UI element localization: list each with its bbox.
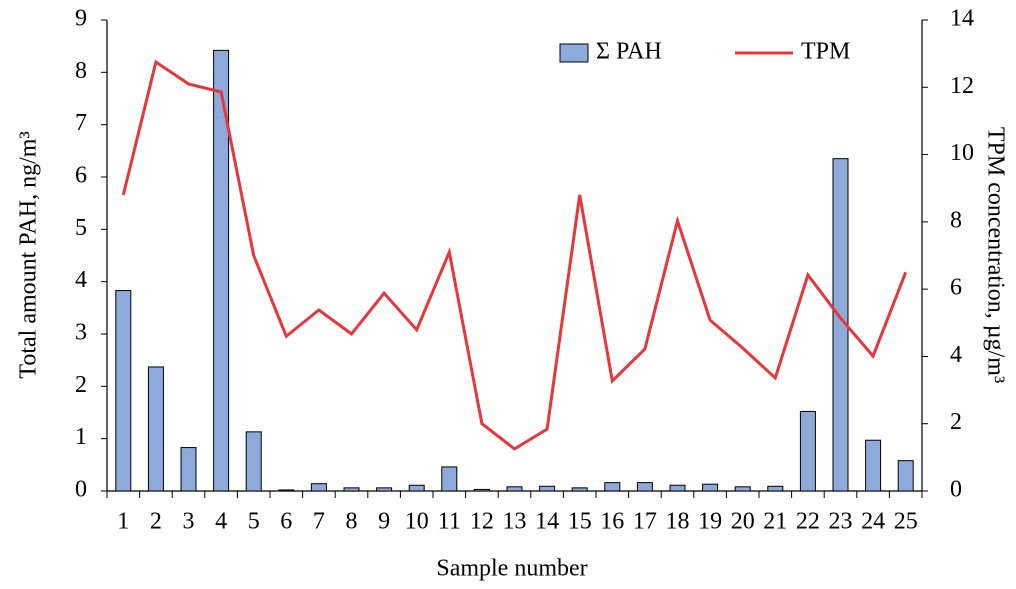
y-axis-title: Total amount PAH, ng/m³ xyxy=(16,131,42,378)
bar xyxy=(343,487,360,492)
bar xyxy=(865,439,882,492)
bar xyxy=(571,487,588,492)
y-tick-label: 3 xyxy=(75,320,87,346)
legend-label: Σ PAH xyxy=(596,39,662,65)
y-tick-label: 9 xyxy=(75,6,87,32)
y-tick-label: 0 xyxy=(75,477,87,503)
x-tick-label: 1 xyxy=(117,509,129,535)
x-tick-label: 10 xyxy=(405,509,429,535)
y2-tick-label: 14 xyxy=(950,6,974,32)
x-tick-label: 3 xyxy=(183,509,195,535)
x-tick-label: 20 xyxy=(731,509,755,535)
x-tick-label: 13 xyxy=(503,509,527,535)
bar xyxy=(604,482,621,492)
bar xyxy=(636,482,653,492)
bar xyxy=(408,484,425,492)
bar xyxy=(506,486,523,492)
x-tick-label: 15 xyxy=(568,509,592,535)
x-tick-label: 5 xyxy=(248,509,260,535)
bar xyxy=(376,487,393,492)
bar xyxy=(441,466,458,492)
x-tick-label: 8 xyxy=(346,509,358,535)
bar xyxy=(734,486,751,492)
y-tick-label: 6 xyxy=(75,163,87,189)
x-tick-label: 7 xyxy=(313,509,325,535)
legend-label: TPM xyxy=(801,39,850,65)
x-tick-label: 22 xyxy=(796,509,820,535)
bar xyxy=(278,489,295,492)
x-tick-label: 4 xyxy=(215,509,227,535)
x-tick-label: 12 xyxy=(470,509,494,535)
x-tick-label: 21 xyxy=(763,509,787,535)
y-tick-label: 5 xyxy=(75,215,87,241)
x-tick-label: 9 xyxy=(378,509,390,535)
x-tick-label: 11 xyxy=(438,509,461,535)
y2-axis-title: TPM concentration, µg/m³ xyxy=(982,127,1008,383)
x-axis-title: Sample number xyxy=(436,556,587,582)
bar xyxy=(115,290,132,492)
x-tick-label: 16 xyxy=(600,509,624,535)
bar xyxy=(245,431,262,492)
x-tick-label: 14 xyxy=(535,509,559,535)
x-tick-label: 19 xyxy=(698,509,722,535)
bar xyxy=(147,366,164,492)
y2-tick-label: 2 xyxy=(950,409,962,435)
y-tick-label: 1 xyxy=(75,424,87,450)
bar xyxy=(310,483,327,492)
bar xyxy=(669,484,686,492)
bar xyxy=(180,447,197,492)
bar xyxy=(473,488,490,492)
y2-tick-label: 4 xyxy=(950,342,962,368)
y-tick-label: 4 xyxy=(75,267,87,293)
bar xyxy=(767,485,784,492)
x-tick-label: 23 xyxy=(829,509,853,535)
x-tick-label: 25 xyxy=(894,509,918,535)
bar xyxy=(702,483,719,492)
x-tick-label: 6 xyxy=(280,509,292,535)
y-tick-label: 2 xyxy=(75,372,87,398)
line xyxy=(121,59,908,451)
bar xyxy=(897,460,914,492)
legend-swatch xyxy=(559,43,589,63)
bar xyxy=(799,410,816,492)
y2-tick-label: 10 xyxy=(950,140,974,166)
x-tick-label: 2 xyxy=(150,509,162,535)
x-tick-label: 18 xyxy=(666,509,690,535)
x-tick-label: 24 xyxy=(861,509,885,535)
x-tick-label: 17 xyxy=(633,509,657,535)
y2-tick-label: 12 xyxy=(950,73,974,99)
y-tick-label: 7 xyxy=(75,110,87,136)
bar xyxy=(213,49,230,492)
bar xyxy=(539,485,556,492)
y2-tick-label: 8 xyxy=(950,207,962,233)
y2-tick-label: 6 xyxy=(950,275,962,301)
y2-tick-label: 0 xyxy=(950,477,962,503)
y-tick-label: 8 xyxy=(75,58,87,84)
